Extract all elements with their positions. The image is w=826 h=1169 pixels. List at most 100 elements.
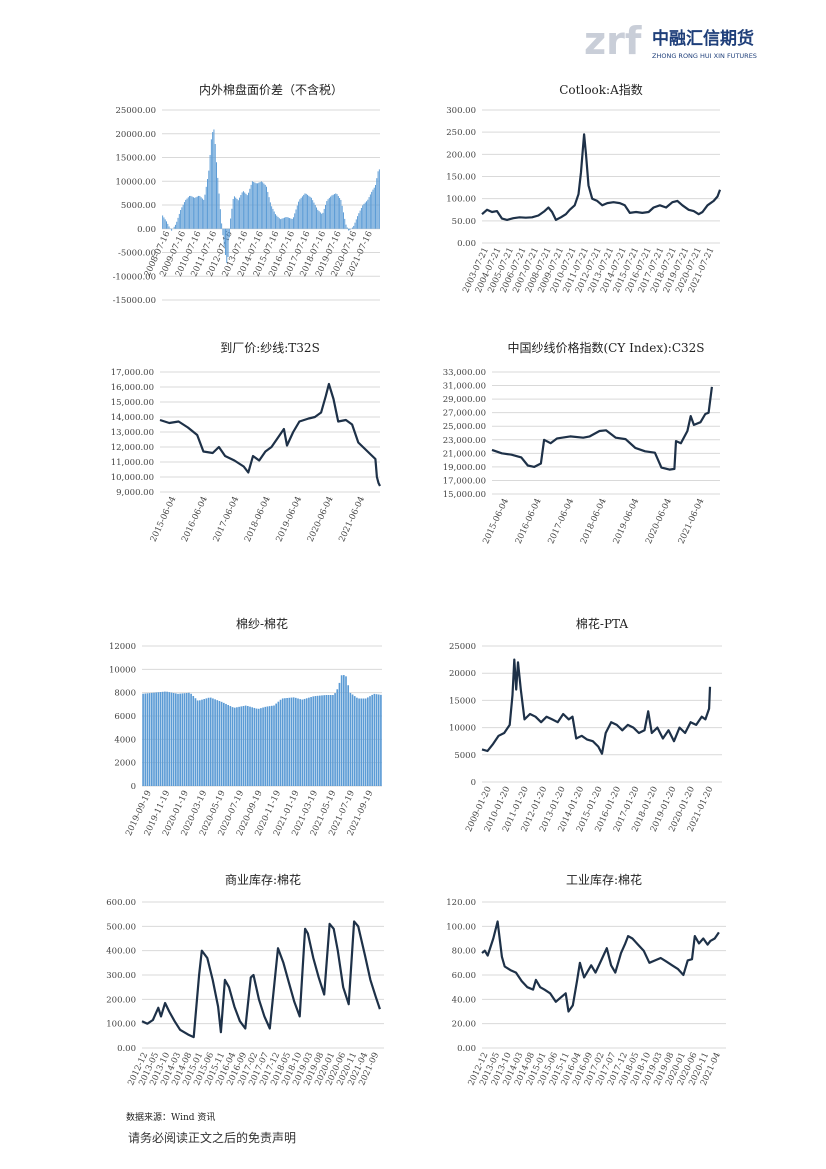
- chart-bar: [248, 192, 250, 229]
- chart-bar: [313, 202, 315, 229]
- y-tick-label: 15000.00: [115, 154, 156, 164]
- chart-bar: [280, 219, 282, 229]
- chart-bar: [166, 221, 167, 229]
- chart-bar: [155, 692, 158, 786]
- y-tick-label: 25,000.00: [443, 422, 486, 432]
- chart-bar: [277, 701, 280, 786]
- chart-bar: [255, 183, 257, 229]
- chart-bar: [244, 705, 247, 786]
- chart-bar: [373, 693, 376, 786]
- chart-bar: [262, 707, 264, 786]
- chart-bar: [240, 195, 242, 229]
- y-tick-label: -10000.00: [113, 272, 156, 282]
- chart-bar: [355, 219, 357, 229]
- chart-bar: [190, 693, 192, 786]
- chart-bar: [186, 198, 188, 229]
- chart-bar: [196, 700, 199, 786]
- chart-bar: [285, 217, 287, 229]
- chart-bar: [353, 225, 355, 229]
- chart-bar: [371, 694, 374, 786]
- chart-bar: [359, 210, 361, 229]
- chart-bar: [242, 191, 244, 229]
- chart-bar: [290, 697, 293, 786]
- y-tick-label: 80.00: [452, 947, 476, 957]
- chart-bar: [314, 696, 317, 786]
- disclaimer-note: 请务必阅读正文之后的免责声明: [128, 1131, 297, 1145]
- chart-bar: [230, 218, 232, 229]
- chart-bar: [300, 197, 302, 229]
- chart-bar: [216, 162, 217, 229]
- chart-svg: 内外棉盘面价差（不含税） 25000.00 20000.00 15000.00 1000…: [113, 82, 380, 306]
- y-tick-label: 10000: [449, 724, 476, 734]
- chart-bar: [198, 195, 200, 229]
- chart-bar: [180, 210, 182, 229]
- chart-bar: [312, 696, 315, 786]
- chart-bar: [340, 199, 342, 229]
- chart-bar: [317, 209, 319, 229]
- chart-bar: [347, 685, 350, 786]
- chart-bar: [323, 695, 326, 786]
- chart-bar: [358, 698, 360, 786]
- y-tick-label: 25000: [449, 642, 476, 652]
- chart-bar: [316, 695, 319, 786]
- chart-bar: [360, 207, 362, 229]
- chart-bar: [294, 697, 297, 786]
- series-line: [481, 920, 720, 1013]
- chart-bar: [223, 228, 225, 247]
- chart-bar: [196, 196, 198, 229]
- chart-bar: [268, 197, 270, 229]
- x-tick-label: 2018-06-04: [579, 497, 609, 546]
- y-tick-label: 50.00: [452, 217, 476, 227]
- chart-bar: [275, 214, 276, 229]
- chart-bar: [194, 698, 197, 786]
- y-tick-label: 13,000.00: [111, 428, 154, 438]
- chart-bar: [150, 692, 153, 786]
- chart-bar: [327, 199, 329, 229]
- chart-bar: [351, 694, 354, 786]
- chart-bar: [362, 205, 364, 229]
- chart-bar: [368, 197, 370, 229]
- chart-bar: [185, 199, 187, 229]
- chart-bar: [334, 693, 336, 786]
- series-line: [159, 382, 381, 487]
- chart-bar: [229, 706, 232, 786]
- x-tick-label: 2018-06-04: [243, 495, 273, 544]
- chart-bar: [326, 201, 328, 229]
- y-tick-label: 200.00: [106, 995, 136, 1005]
- y-tick-label: 33,000.00: [443, 368, 486, 378]
- chart-bar: [321, 213, 323, 229]
- chart-bar: [341, 205, 343, 229]
- chart-bar: [372, 189, 374, 229]
- y-tick-label: 250.00: [446, 128, 476, 138]
- chart-bar: [286, 217, 288, 229]
- chart-bar: [173, 226, 175, 229]
- chart-bar: [367, 199, 369, 229]
- y-tick-label: 12,000.00: [111, 443, 154, 453]
- chart-bar: [219, 209, 221, 229]
- y-tick-label: 21,000.00: [443, 449, 486, 459]
- chart-bar: [292, 217, 294, 229]
- chart-bar: [314, 205, 316, 229]
- chart-bar: [301, 196, 303, 229]
- y-tick-label: 300.00: [446, 106, 476, 116]
- chart-bar: [339, 198, 341, 229]
- x-tick-label: 2015-06-04: [149, 495, 179, 544]
- chart-bar: [191, 196, 193, 229]
- chart-bar: [176, 221, 178, 229]
- chart-bar: [363, 203, 365, 229]
- chart-bar: [377, 171, 379, 229]
- chart-bar: [220, 701, 223, 786]
- chart-bar: [235, 197, 237, 229]
- chart-bar: [182, 204, 184, 229]
- chart-bar: [309, 196, 311, 229]
- chart-bar: [354, 222, 356, 229]
- y-tick-label: 4000: [114, 735, 136, 745]
- chart-bar: [321, 695, 323, 786]
- chart-bar: [299, 199, 301, 229]
- chart-bar: [305, 698, 308, 786]
- chart-bar: [157, 692, 160, 786]
- chart-bar: [362, 698, 365, 786]
- y-tick-label: 0.00: [117, 1044, 136, 1054]
- chart-cotlook-a-index: Cotlook:A指数 300.00 250.00 200.00 150.00 100.0…: [440, 78, 740, 318]
- chart-bar: [209, 154, 211, 229]
